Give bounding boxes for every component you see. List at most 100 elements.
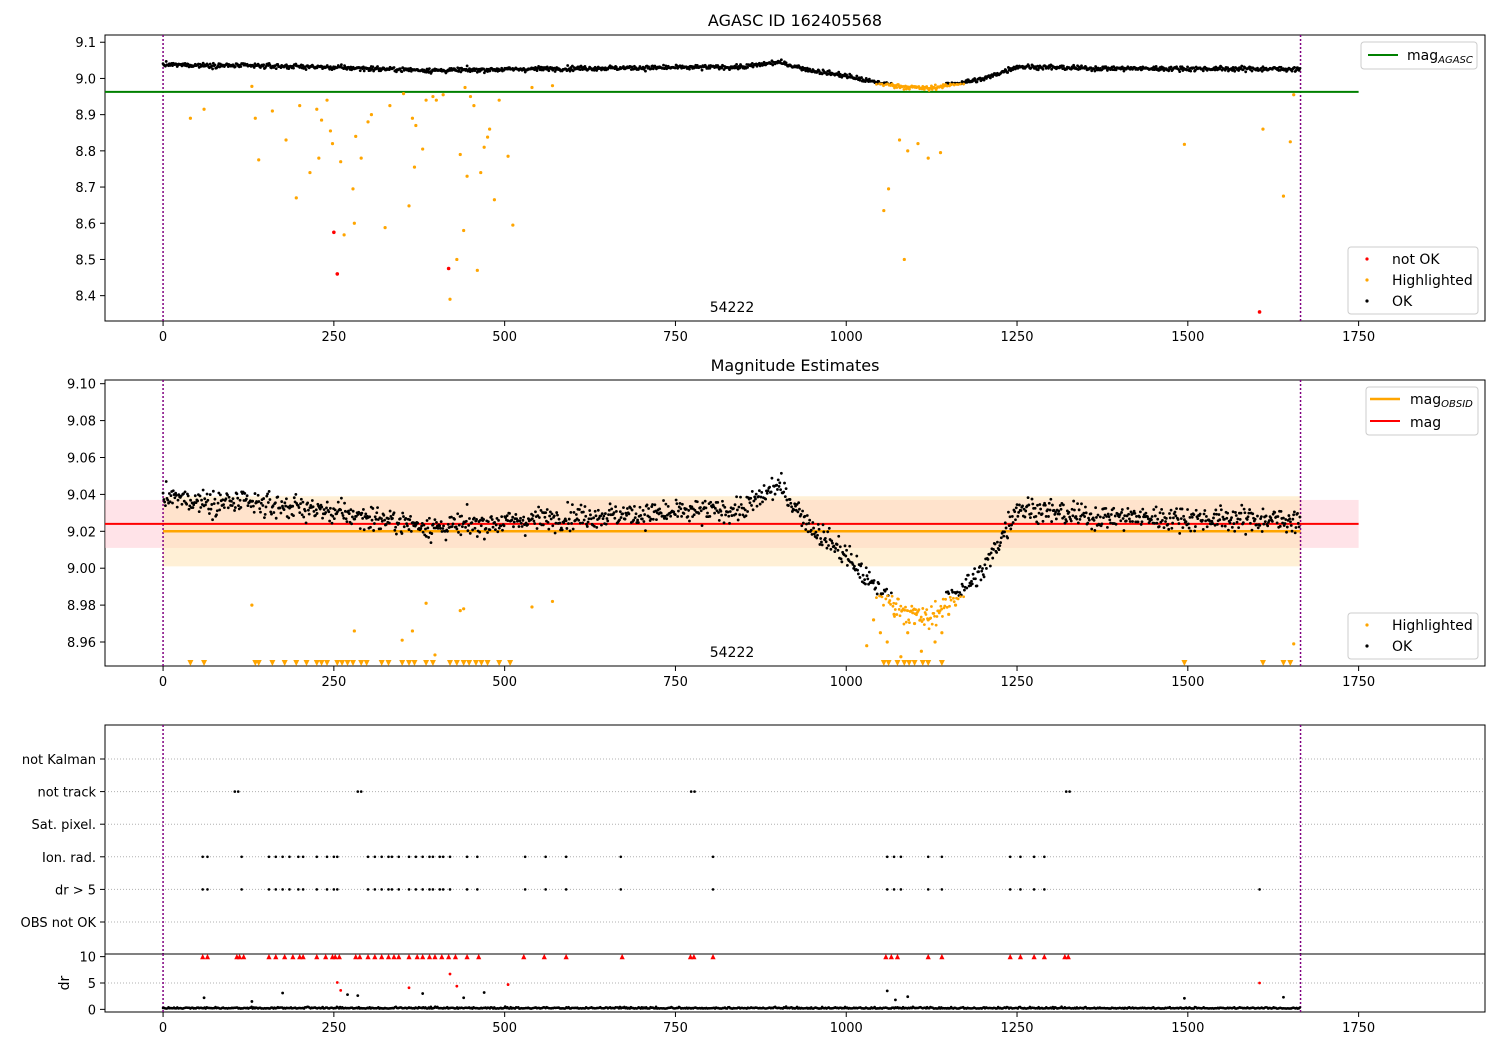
highlighted-point — [897, 597, 900, 601]
ok-point — [863, 578, 867, 582]
ok-point — [1267, 519, 1271, 522]
highlighted-point — [352, 221, 356, 225]
ok-point — [1076, 521, 1080, 525]
ok-point — [232, 501, 236, 505]
highlighted-point — [511, 223, 515, 227]
highlighted-point — [919, 649, 923, 653]
dr-clipped-marker — [883, 954, 889, 960]
ok-point — [993, 542, 997, 546]
ok-point — [1071, 514, 1075, 518]
ok-point — [191, 506, 195, 509]
not-ok-point — [332, 230, 336, 235]
flag-row-label: OBS not OK — [21, 916, 97, 931]
ok-point — [1233, 69, 1237, 73]
ok-point — [369, 525, 372, 529]
lower-limit-marker — [429, 660, 436, 666]
ok-point — [407, 528, 411, 531]
highlighted-point — [458, 152, 462, 157]
ok-point — [835, 543, 839, 546]
dr-clipped-marker — [439, 954, 445, 960]
flag-point — [899, 855, 903, 859]
highlighted-point — [921, 607, 925, 610]
ok-point — [1251, 512, 1255, 516]
ok-point — [640, 517, 644, 521]
agasc-xtick-label: 1750 — [1342, 330, 1375, 345]
ok-point — [1006, 536, 1010, 540]
ok-point — [164, 480, 168, 483]
ok-point — [768, 485, 771, 489]
flag-point — [414, 888, 418, 891]
ok-point — [1004, 526, 1008, 530]
ok-point — [168, 500, 172, 504]
highlighted-point — [952, 600, 956, 604]
ok-point — [560, 528, 564, 532]
highlighted-point — [414, 123, 418, 128]
highlighted-point — [369, 113, 374, 117]
magnitude-xtick-label: 1500 — [1171, 675, 1204, 690]
ok-point — [1120, 508, 1124, 511]
ok-point — [233, 506, 237, 509]
ok-point — [237, 504, 240, 508]
ok-point — [986, 558, 990, 561]
ok-point — [603, 512, 607, 515]
ok-point — [325, 506, 328, 510]
dr-clipped-marker — [446, 954, 452, 960]
ok-point — [1124, 519, 1128, 523]
ok-point — [581, 510, 585, 514]
highlighted-point — [424, 601, 428, 605]
flag-point — [397, 855, 401, 859]
dr-outlier-point — [407, 986, 411, 990]
lower-limit-marker — [478, 660, 485, 666]
highlighted-point — [462, 228, 466, 233]
flag-point — [297, 855, 300, 859]
ok-point — [1287, 514, 1291, 517]
agasc-xtick-label: 500 — [492, 330, 517, 345]
ok-point — [283, 501, 287, 505]
ok-point — [252, 66, 256, 69]
ok-point — [566, 500, 570, 504]
ok-point — [783, 495, 787, 499]
ok-point — [1231, 510, 1235, 514]
dr-clipped-marker — [200, 954, 206, 960]
agasc-xtick-label: 0 — [159, 330, 167, 345]
agasc-xtick-label: 1250 — [1000, 330, 1033, 345]
highlighted-point — [472, 103, 476, 108]
ok-point — [1049, 497, 1053, 501]
ok-point — [1029, 66, 1033, 70]
ok-point — [1201, 518, 1204, 522]
ok-point — [728, 68, 731, 72]
ok-point — [457, 523, 461, 527]
ok-point — [1225, 516, 1229, 520]
ok-point — [508, 512, 511, 515]
ok-point — [219, 493, 222, 497]
highlighted-point — [412, 165, 417, 169]
ok-point — [1114, 522, 1118, 526]
highlighted-point — [315, 107, 319, 111]
ok-point — [1233, 529, 1237, 533]
dr-clipped-marker — [464, 954, 470, 960]
ok-point — [218, 508, 222, 512]
ok-point — [553, 531, 557, 535]
legend-magnitude-lines: magOBSID mag — [1365, 386, 1479, 436]
ok-point — [644, 69, 647, 73]
ok-point — [1090, 527, 1094, 531]
ok-point — [1120, 511, 1123, 514]
ok-point — [636, 521, 640, 524]
ok-point — [262, 497, 266, 500]
ok-point — [400, 532, 404, 535]
highlighted-point — [530, 605, 534, 609]
ok-point — [981, 567, 984, 570]
ok-point — [1294, 526, 1298, 529]
flag-point — [1043, 855, 1046, 859]
ok-point — [817, 527, 821, 531]
ok-point — [856, 568, 859, 572]
ok-point — [446, 529, 449, 533]
ok-point — [360, 511, 364, 515]
highlighted-point — [488, 127, 492, 131]
ok-point — [822, 530, 826, 534]
ok-point — [204, 503, 207, 507]
ok-point — [1034, 514, 1038, 518]
ok-point — [662, 63, 665, 67]
ok-point — [1236, 517, 1240, 521]
ok-point — [422, 523, 426, 527]
